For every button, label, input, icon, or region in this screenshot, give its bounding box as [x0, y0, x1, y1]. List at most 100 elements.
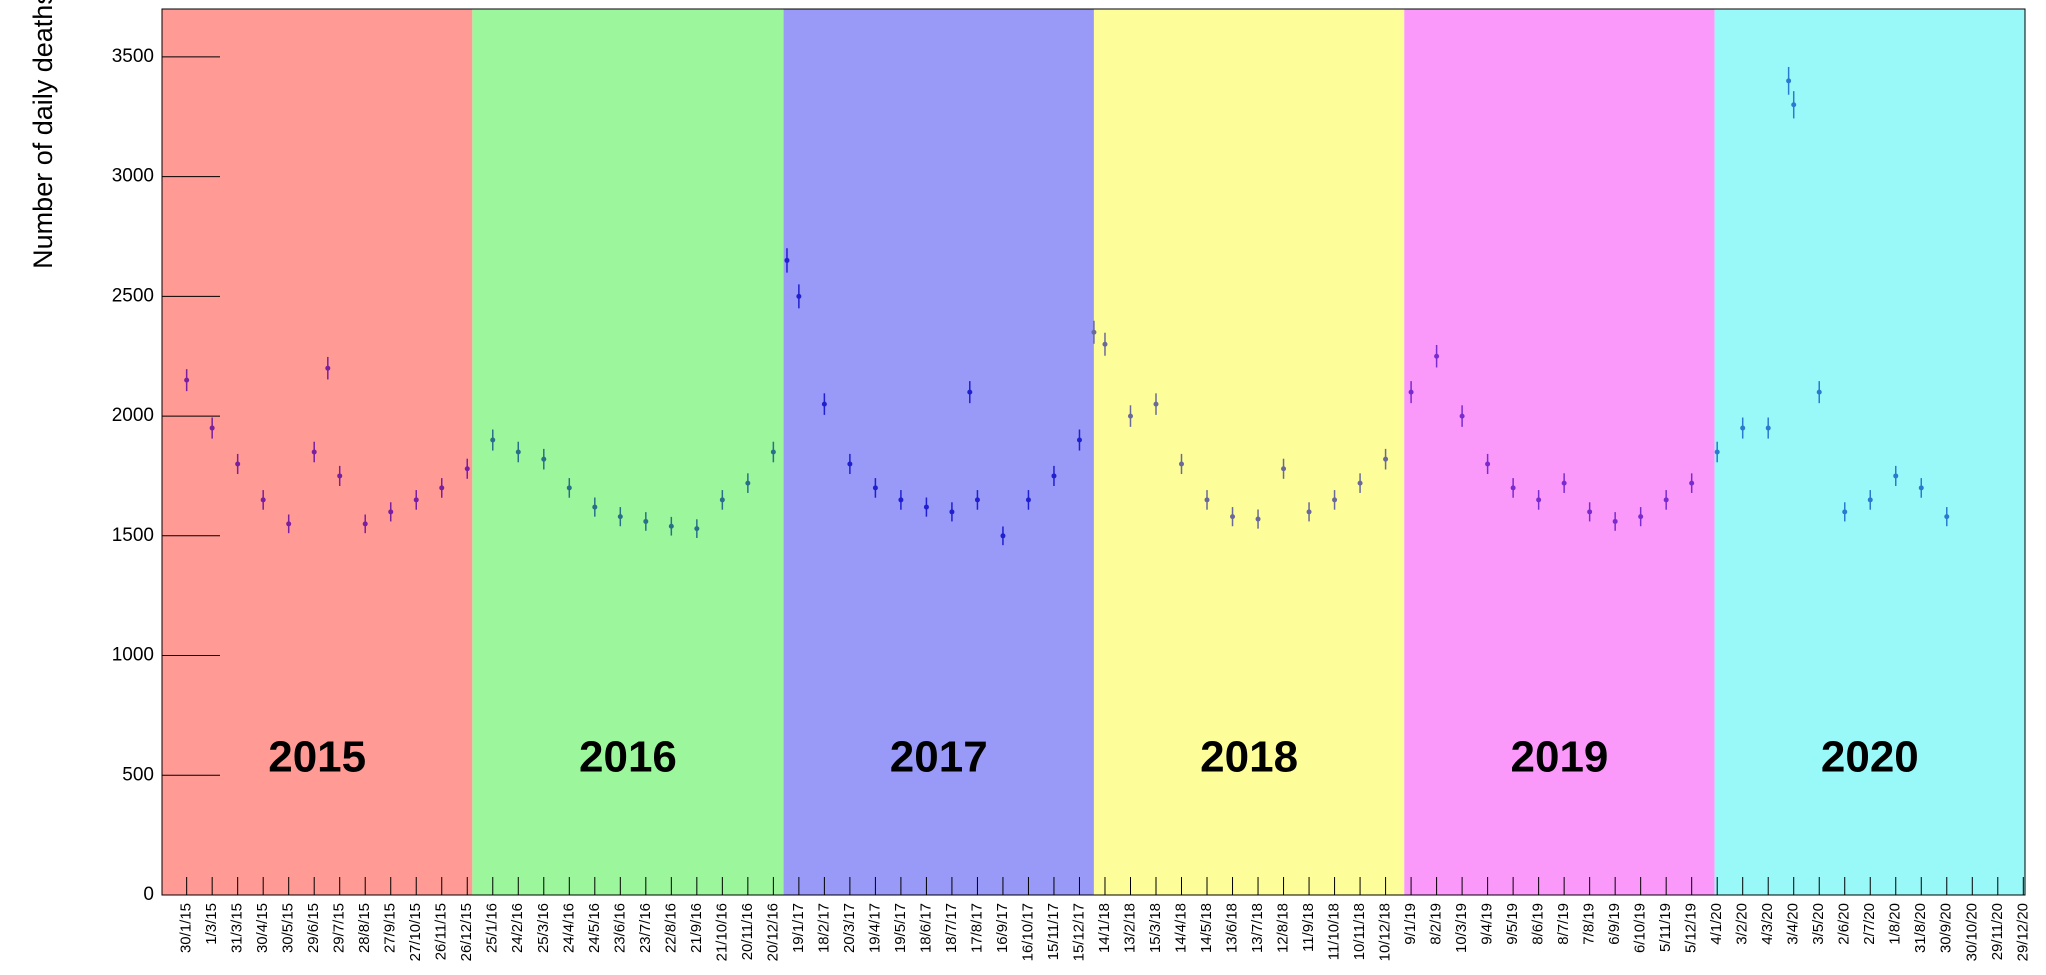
data-point	[1786, 78, 1792, 84]
x-tick-label: 29/6/15	[305, 903, 322, 953]
year-band	[1404, 9, 1715, 895]
x-tick-label: 3/4/20	[1785, 903, 1802, 945]
x-tick-label: 26/11/15	[433, 903, 450, 960]
x-tick-label: 1/8/20	[1887, 903, 1904, 945]
year-band	[783, 9, 1094, 895]
data-point	[872, 485, 878, 491]
x-tick-label: 28/8/15	[356, 903, 373, 953]
data-point	[1025, 497, 1031, 503]
data-point	[1076, 437, 1082, 443]
data-point	[1663, 497, 1669, 503]
y-tick-label: 1000	[112, 645, 154, 666]
x-tick-label: 27/9/15	[382, 903, 399, 953]
data-point	[311, 449, 317, 455]
data-point	[1230, 514, 1236, 520]
data-point	[1740, 425, 1746, 431]
x-tick-label: 8/2/19	[1428, 903, 1445, 945]
x-tick-label: 2/7/20	[1861, 903, 1878, 945]
x-tick-label: 19/5/17	[892, 903, 909, 953]
x-tick-label: 22/8/16	[662, 903, 679, 953]
data-point	[1612, 518, 1618, 524]
data-point	[337, 473, 343, 479]
x-tick-label: 9/4/19	[1479, 903, 1496, 945]
data-point	[1536, 497, 1542, 503]
x-tick-label: 7/8/19	[1581, 903, 1598, 945]
data-point	[643, 518, 649, 524]
data-point	[592, 504, 598, 510]
data-point	[362, 521, 368, 527]
y-axis-title: Number of daily deaths	[28, 0, 58, 269]
year-band	[472, 9, 784, 895]
x-tick-label: 20/3/17	[841, 903, 858, 953]
x-tick-label: 24/2/16	[509, 903, 526, 953]
data-point	[1051, 473, 1057, 479]
plot-frame	[161, 8, 2026, 896]
x-tick-label: 29/12/20	[2014, 903, 2031, 961]
data-point	[967, 389, 973, 395]
x-tick-label: 31/3/15	[229, 903, 246, 953]
data-point	[1408, 389, 1414, 395]
data-point	[719, 497, 725, 503]
data-point	[1281, 466, 1287, 472]
x-tick-label: 4/3/20	[1759, 903, 1776, 945]
x-tick-label: 17/8/17	[968, 903, 985, 953]
x-tick-label: 13/7/18	[1249, 903, 1266, 953]
data-point	[784, 257, 790, 263]
x-tick-label: 10/12/18	[1377, 903, 1394, 961]
year-label: 2016	[579, 733, 677, 782]
x-tick-label: 10/3/19	[1453, 903, 1470, 953]
data-point	[1714, 449, 1720, 455]
data-point	[566, 485, 572, 491]
x-tick-label: 9/1/19	[1402, 903, 1419, 945]
data-point	[1306, 509, 1312, 515]
data-point	[1867, 497, 1873, 503]
data-point	[1842, 509, 1848, 515]
data-point	[1204, 497, 1210, 503]
data-point	[1255, 516, 1261, 522]
x-tick-label: 25/1/16	[484, 903, 501, 953]
x-tick-label: 8/7/19	[1555, 903, 1572, 945]
data-point	[1765, 425, 1771, 431]
data-point	[1689, 480, 1695, 486]
x-tick-label: 13/6/18	[1223, 903, 1240, 953]
x-tick-label: 31/8/20	[1912, 903, 1929, 953]
data-point	[490, 437, 496, 443]
x-tick-label: 19/4/17	[866, 903, 883, 953]
x-tick-label: 24/5/16	[586, 903, 603, 953]
data-point	[413, 497, 419, 503]
data-point	[694, 526, 700, 532]
x-tick-label: 3/2/20	[1734, 903, 1751, 945]
data-point	[1000, 533, 1006, 539]
data-point	[286, 521, 292, 527]
x-tick-label: 20/11/16	[739, 903, 756, 960]
year-label: 2017	[890, 733, 988, 782]
year-band	[1714, 9, 2025, 895]
x-tick-label: 27/10/15	[407, 903, 424, 961]
year-label: 2018	[1200, 733, 1298, 782]
data-point	[745, 480, 751, 486]
x-tick-label: 29/11/20	[1989, 903, 2006, 960]
data-point	[541, 456, 547, 462]
data-point	[325, 365, 331, 371]
x-tick-label: 6/9/19	[1606, 903, 1623, 945]
x-tick-label: 26/12/15	[458, 903, 475, 961]
data-point	[439, 485, 445, 491]
data-point	[617, 514, 623, 520]
data-point	[1459, 413, 1465, 419]
x-tick-label: 30/4/15	[254, 903, 271, 953]
data-point	[388, 509, 394, 515]
y-tick-label: 2000	[112, 405, 154, 426]
x-tick-label: 14/4/18	[1172, 903, 1189, 953]
data-point	[260, 497, 266, 503]
x-tick-label: 1/3/15	[203, 903, 220, 945]
data-point	[515, 449, 521, 455]
data-point	[1587, 509, 1593, 515]
data-point	[770, 449, 776, 455]
y-tick-label: 500	[122, 764, 154, 785]
x-tick-label: 4/1/20	[1708, 903, 1725, 945]
x-tick-label: 23/6/16	[611, 903, 628, 953]
data-point	[847, 461, 853, 467]
data-point	[1561, 480, 1567, 486]
year-label: 2015	[268, 733, 366, 782]
y-tick-label: 2500	[112, 285, 154, 306]
